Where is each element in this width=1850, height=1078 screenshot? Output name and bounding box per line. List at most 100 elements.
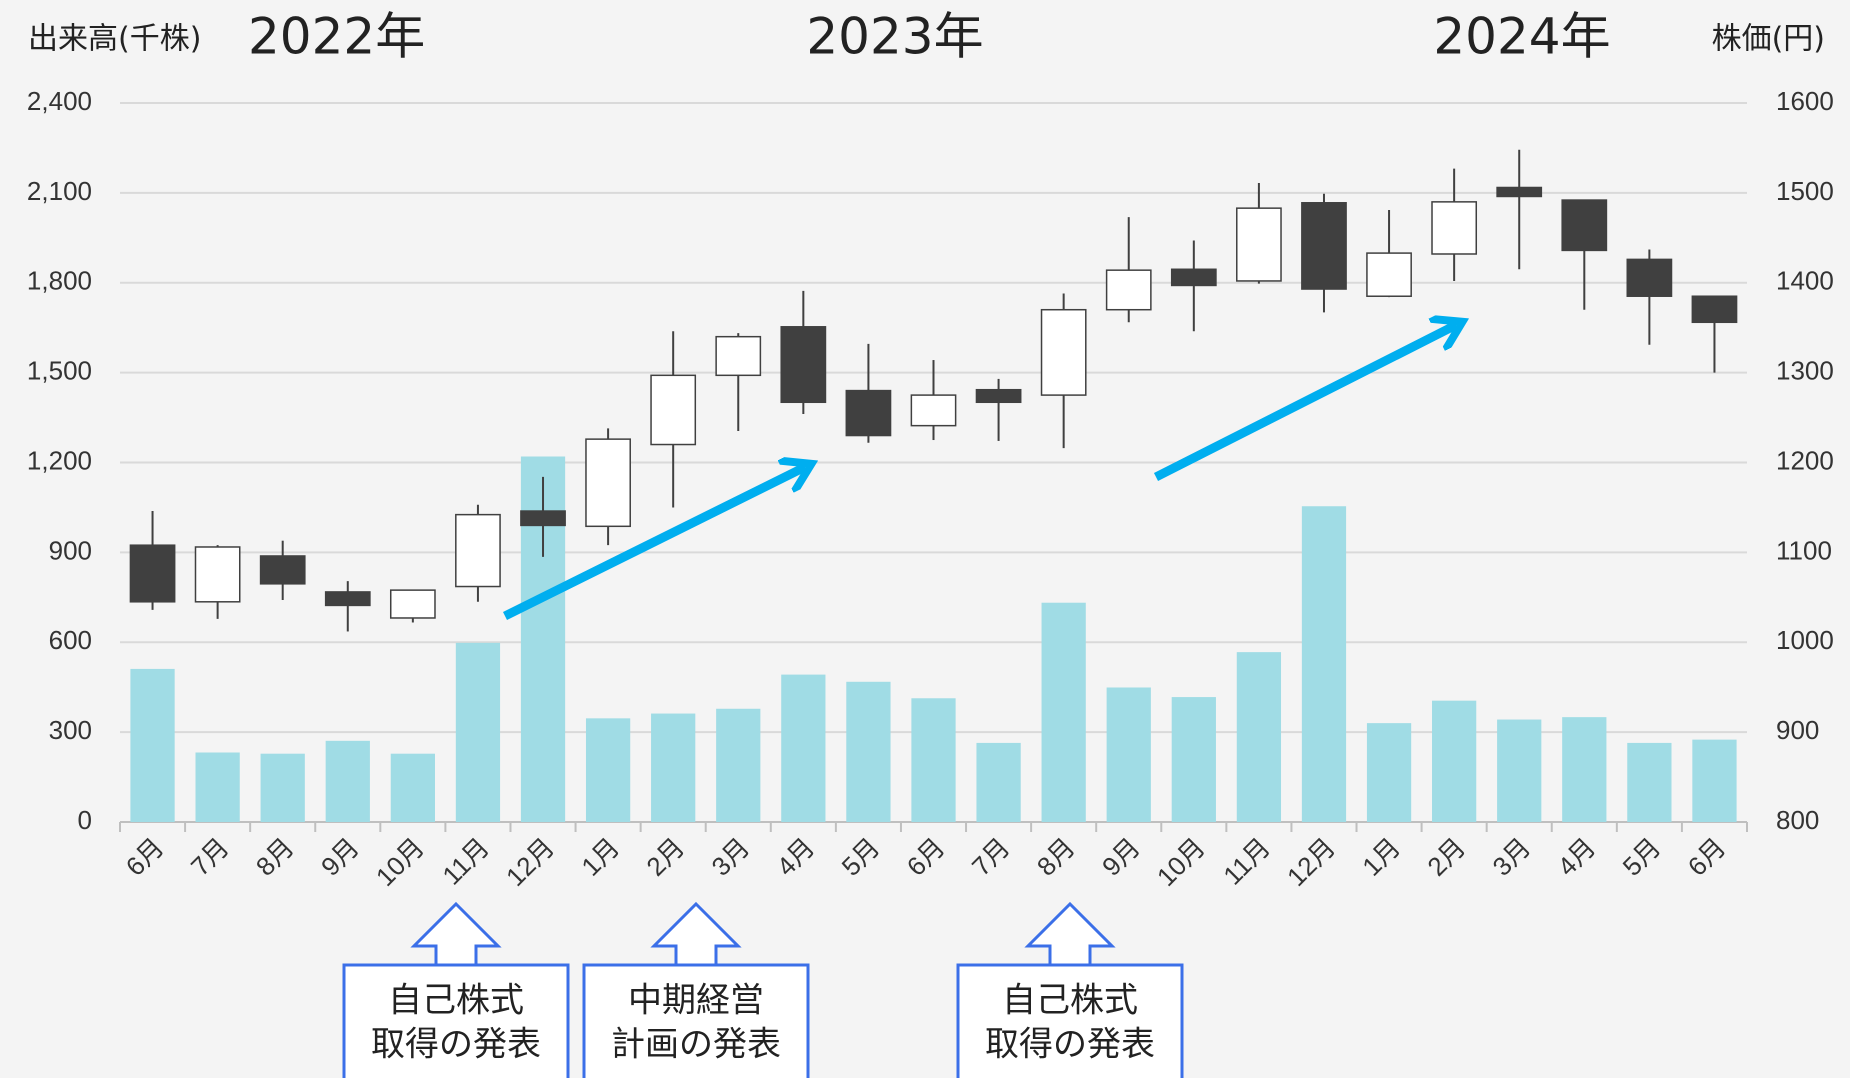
volume-bar — [846, 681, 891, 822]
x-tick-label: 3月 — [706, 832, 756, 882]
callout-arrow — [410, 901, 502, 967]
annotation-text: 中期経営 — [628, 981, 764, 1021]
y2-tick-label: 900 — [1776, 715, 1819, 745]
annotation-box — [956, 963, 1184, 1078]
candle-body — [845, 389, 892, 437]
candle-body — [1366, 252, 1412, 297]
y-tick-label: 1,800 — [27, 266, 92, 296]
volume-bar — [1432, 700, 1477, 822]
x-tick-label: 12月 — [1281, 832, 1341, 892]
x-tick-label: 11月 — [1217, 832, 1276, 891]
volume-bar — [260, 753, 305, 822]
right-axis-label: 株価(円) — [1712, 22, 1825, 57]
x-tick-label: 12月 — [500, 832, 560, 892]
candle-body — [715, 335, 762, 377]
x-tick-label: 1月 — [1356, 832, 1406, 882]
annotation-box — [342, 963, 570, 1078]
y-tick-label: 300 — [49, 715, 92, 745]
year-label: 2022年 — [248, 8, 425, 66]
candle-body — [129, 544, 176, 603]
x-tick-label: 7月 — [966, 832, 1016, 882]
candle-body — [389, 589, 436, 619]
x-tick-label: 1月 — [575, 832, 625, 882]
volume-bar — [911, 698, 956, 822]
left-axis-label: 出来高(千株) — [28, 22, 201, 57]
candle-body — [585, 438, 631, 528]
x-tick-label: 6月 — [1682, 832, 1732, 882]
candle-body — [1561, 199, 1608, 252]
y-tick-label: 600 — [49, 625, 92, 655]
year-label: 2024年 — [1433, 8, 1610, 66]
candle-body — [455, 513, 501, 588]
y2-tick-label: 1000 — [1776, 625, 1834, 655]
trend-arrow — [1153, 325, 1456, 482]
x-tick-label: 8月 — [250, 832, 300, 882]
candle-body — [259, 555, 306, 585]
x-tick-label: 3月 — [1486, 832, 1536, 882]
volume-bar — [1627, 742, 1672, 822]
x-tick-label: 2月 — [1421, 832, 1471, 882]
candle-body — [1496, 186, 1543, 198]
annotation-text: 自己株式 — [1002, 981, 1138, 1021]
year-label: 2023年 — [806, 8, 983, 66]
x-tick-label: 6月 — [120, 832, 170, 882]
candle-body — [650, 374, 697, 446]
volume-bar — [976, 742, 1021, 822]
candle-body — [324, 591, 371, 607]
candle-body — [1105, 269, 1152, 311]
y-tick-label: 1,500 — [27, 356, 92, 386]
callout-arrow — [650, 901, 742, 967]
volume-bar — [1562, 717, 1607, 822]
y2-tick-label: 1400 — [1776, 266, 1834, 296]
volume-bar — [781, 674, 826, 822]
volume-bar — [1106, 687, 1151, 822]
volume-bar — [716, 708, 761, 822]
volume-bar — [1301, 506, 1347, 822]
x-tick-label: 9月 — [1096, 832, 1146, 882]
candle-body — [1170, 268, 1217, 287]
candle-body — [975, 388, 1022, 404]
x-tick-label: 11月 — [436, 832, 495, 891]
y-tick-label: 0 — [78, 805, 92, 835]
volume-bar — [325, 740, 370, 822]
y2-tick-label: 1600 — [1776, 86, 1834, 116]
x-tick-label: 10月 — [370, 832, 430, 892]
y-tick-label: 2,100 — [27, 176, 92, 206]
y-tick-label: 900 — [49, 535, 92, 565]
candle-body — [1040, 308, 1087, 396]
y-tick-label: 2,400 — [27, 86, 92, 116]
volume-bar — [195, 752, 240, 822]
y2-tick-label: 1100 — [1776, 535, 1832, 565]
annotation-box — [582, 963, 810, 1078]
candle-body — [1301, 202, 1347, 290]
y2-tick-label: 1300 — [1776, 356, 1834, 386]
annotation-text: 計画の発表 — [611, 1025, 781, 1065]
candle-body — [910, 394, 957, 427]
volume-bar — [1041, 602, 1086, 822]
volume-bar — [585, 718, 631, 822]
candle-body — [1691, 295, 1738, 324]
volume-bar — [130, 668, 175, 822]
annotation-text: 取得の発表 — [371, 1025, 541, 1065]
volume-bar — [651, 713, 696, 822]
volume-bar — [1366, 723, 1412, 822]
x-tick-label: 5月 — [1617, 832, 1667, 882]
x-tick-label: 5月 — [836, 832, 886, 882]
candle-body — [1626, 258, 1673, 297]
y-tick-label: 1,200 — [27, 445, 92, 475]
x-tick-label: 4月 — [1552, 832, 1602, 882]
y2-tick-label: 800 — [1776, 805, 1819, 835]
callout-arrow — [1024, 901, 1116, 967]
candle-body — [1236, 207, 1282, 282]
x-tick-label: 9月 — [315, 832, 365, 882]
x-tick-label: 2月 — [640, 832, 690, 882]
annotation-text: 取得の発表 — [985, 1025, 1155, 1065]
x-tick-label: 10月 — [1151, 832, 1211, 892]
volume-bar — [390, 753, 435, 822]
volume-bar — [1236, 652, 1282, 822]
volume-bar — [455, 642, 501, 822]
annotation-text: 自己株式 — [388, 981, 524, 1021]
candle-body — [194, 546, 241, 603]
volume-bar — [1171, 697, 1216, 822]
